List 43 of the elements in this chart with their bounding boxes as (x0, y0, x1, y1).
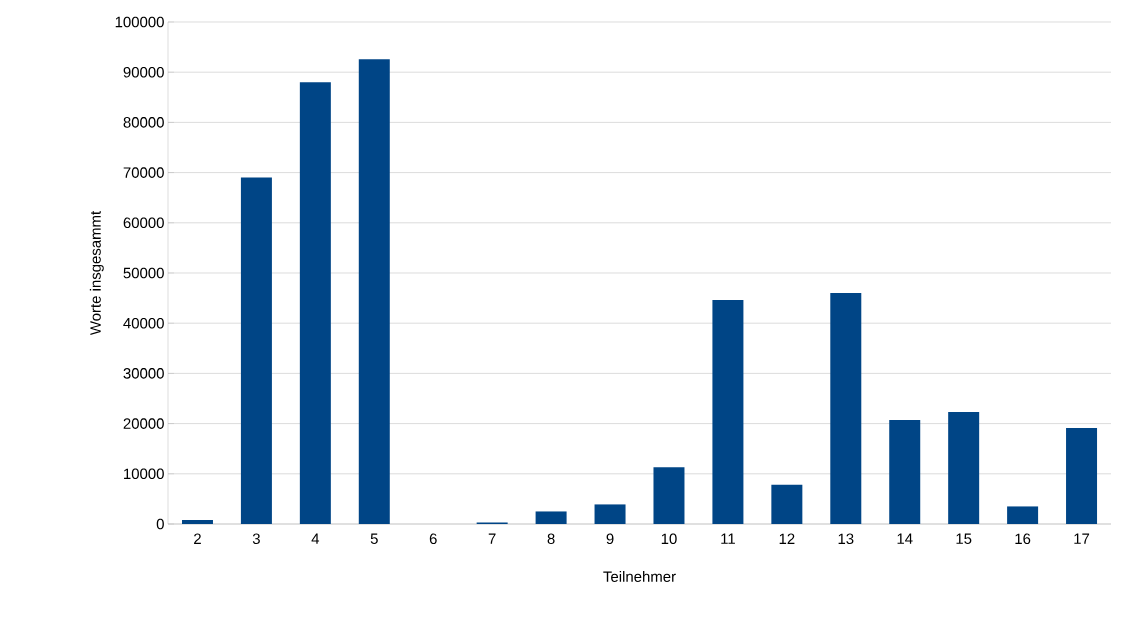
x-tick-label: 17 (1074, 533, 1090, 544)
bar (1066, 428, 1098, 524)
bar (712, 300, 744, 524)
y-tick-label: 0 (156, 518, 164, 530)
x-tick-label: 11 (721, 533, 735, 544)
y-tick-label: 40000 (123, 317, 164, 329)
y-tick-label: 50000 (123, 267, 164, 279)
x-tick-label: 9 (606, 533, 614, 545)
x-tick-label: 12 (779, 533, 795, 544)
y-tick-label: 10000 (124, 468, 164, 480)
bar (889, 420, 921, 524)
y-tick-label: 70000 (123, 167, 164, 178)
bar (830, 293, 862, 524)
y-tick-label: 80000 (123, 117, 164, 128)
bar (594, 504, 626, 524)
bar (535, 511, 567, 524)
y-axis-title: Worte insgesammt (89, 210, 104, 336)
bar (358, 59, 390, 524)
x-tick-label: 10 (661, 533, 677, 545)
y-tick-label: 30000 (123, 368, 164, 379)
x-tick-label: 7 (488, 533, 496, 544)
x-tick-label: 3 (252, 533, 260, 545)
bar (1007, 506, 1039, 524)
bar (653, 467, 685, 524)
x-tick-label: 5 (370, 533, 378, 544)
x-tick-label: 13 (838, 533, 854, 545)
bar (771, 484, 803, 524)
x-tick-label: 2 (194, 533, 201, 544)
x-tick-label: 15 (956, 533, 972, 544)
y-tick-label: 60000 (123, 217, 164, 229)
x-tick-label: 16 (1015, 533, 1031, 545)
bar (299, 82, 331, 524)
bar (181, 519, 213, 524)
x-tick-label: 8 (547, 533, 555, 545)
y-tick-label: 90000 (123, 66, 164, 78)
y-tick-label: 100000 (115, 16, 164, 28)
bar (240, 177, 272, 524)
x-tick-label: 14 (897, 533, 913, 544)
bar (948, 412, 980, 524)
x-tick-label: 4 (311, 533, 320, 544)
x-tick-label: 6 (429, 533, 437, 545)
x-axis-title: Teilnehmer (603, 570, 676, 582)
y-tick-label: 20000 (123, 418, 164, 429)
